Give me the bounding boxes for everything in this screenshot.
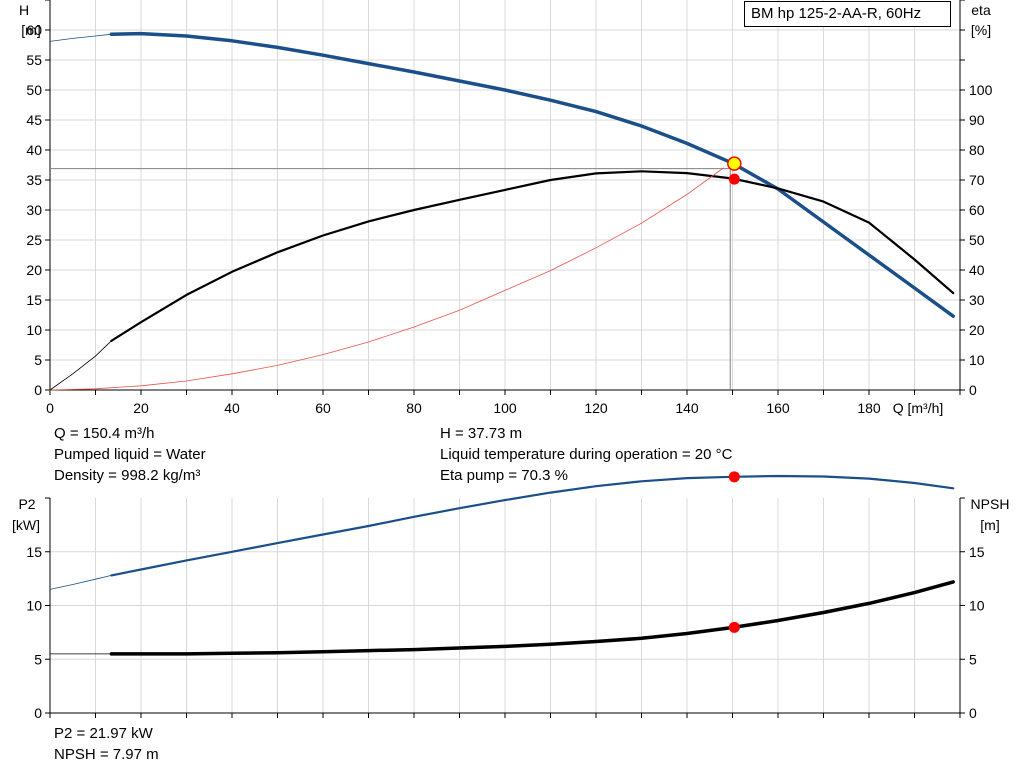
npsh-axis-label: NPSH (971, 496, 1010, 512)
bottom-chart-npsh-curve (109, 580, 955, 656)
top-chart-left-tick-label: 5 (34, 352, 42, 368)
top-chart-right-tick-label: 60 (969, 202, 985, 218)
top-chart-right-tick-label: 20 (969, 322, 985, 338)
top-chart-left-tick-label: 50 (26, 82, 42, 98)
top-chart-grid (50, 0, 960, 390)
pumped-liquid-value: Pumped liquid = Water (54, 446, 206, 463)
p2-value: P2 = 21.97 kW (54, 725, 153, 742)
top-chart-x-tick-label: 60 (315, 400, 331, 416)
top-chart-left-tick-label: 30 (26, 202, 42, 218)
top-chart-right-tick-label: 40 (969, 262, 985, 278)
top-chart-left-tick-label: 35 (26, 172, 42, 188)
top-chart-eta-extension-line (49, 340, 112, 391)
top-chart-x-tick-label: 140 (675, 400, 699, 416)
p2-operating-point-marker (728, 471, 740, 483)
top-chart-x-tick-label: 160 (766, 400, 790, 416)
top-chart-right-tick-label: 10 (969, 352, 985, 368)
top-chart-x-tick-label: 20 (133, 400, 149, 416)
top-chart-left-tick-label: 45 (26, 112, 42, 128)
top-chart-right-tick-label: 50 (969, 232, 985, 248)
eta-axis-unit: [%] (971, 22, 991, 38)
bottom-chart-ticks: 0 5 10 15 0 5 10 15 (26, 497, 985, 721)
top-chart-x-tick-label: 0 (46, 400, 54, 416)
top-chart-left-tick-label: 20 (26, 262, 42, 278)
top-chart-ticks: 0 5 10 15 20 25 30 35 40 45 50 55 60 0 10 20 30 40 50 60 70 8… (26, 0, 993, 416)
top-chart-left-tick-label: 15 (26, 292, 42, 308)
top-chart-h-curve (109, 31, 955, 318)
top-chart-x-tick-label: 80 (406, 400, 422, 416)
q-axis-label: Q [m³/h] (893, 400, 944, 416)
bottom-chart-right-tick-label: 15 (969, 544, 985, 560)
head-operating-point-marker (727, 156, 742, 171)
bottom-chart-right-tick-label: 5 (969, 651, 977, 667)
top-chart-left-tick-label: 10 (26, 322, 42, 338)
bottom-chart-left-tick-label: 0 (34, 705, 42, 721)
top-chart-left-tick-label: 0 (34, 382, 42, 398)
npsh-value: NPSH = 7.97 m (54, 746, 159, 763)
liquid-temperature-value: Liquid temperature during operation = 20… (440, 446, 733, 463)
top-chart-system-curve-curve (49, 167, 724, 391)
pump-model-label: BM hp 125-2-AA-R, 60Hz (744, 1, 951, 27)
top-chart-x-tick-label: 40 (224, 400, 240, 416)
bottom-chart-curves (49, 471, 955, 656)
top-chart-x-tick-label: 180 (857, 400, 881, 416)
eta-pump-value: Eta pump = 70.3 % (440, 467, 568, 484)
bottom-chart-right-tick-label: 0 (969, 705, 977, 721)
p2-axis-unit: [kW] (12, 517, 40, 533)
npsh-axis-unit: [m] (980, 517, 999, 533)
top-chart-left-tick-label: 25 (26, 232, 42, 248)
top-chart-right-tick-label: 80 (969, 142, 985, 158)
bottom-chart-left-tick-label: 5 (34, 651, 42, 667)
bottom-chart-p2-curve (110, 474, 955, 577)
top-chart-right-tick-label: 70 (969, 172, 985, 188)
p2-axis-label: P2 (18, 496, 35, 512)
bottom-chart-grid (50, 498, 960, 713)
flow-value: Q = 150.4 m³/h (54, 425, 155, 442)
top-chart-h-extension-line (49, 33, 112, 42)
h-axis-unit: [m] (21, 22, 40, 38)
top-chart-x-tick-label: 100 (493, 400, 517, 416)
top-chart-right-tick-label: 100 (969, 82, 993, 98)
top-chart-left-tick-label: 40 (26, 142, 42, 158)
top-chart-left-tick-label: 60 (26, 22, 42, 38)
top-chart-x-tick-label: 120 (584, 400, 608, 416)
density-value: Density = 998.2 kg/m³ (54, 467, 201, 484)
top-chart-eta-curve (110, 170, 955, 342)
eta-operating-point-marker (728, 173, 740, 185)
bottom-chart-p2-extension-line (49, 575, 112, 590)
top-chart-curves (49, 31, 955, 391)
top-chart-left-tick-label: 55 (26, 52, 42, 68)
h-axis-label: H (19, 2, 29, 18)
eta-axis-label: eta (971, 2, 991, 18)
top-chart-right-tick-label: 30 (969, 292, 985, 308)
head-value: H = 37.73 m (440, 425, 523, 442)
bottom-chart-left-tick-label: 10 (26, 598, 42, 614)
top-chart-right-tick-label: 90 (969, 112, 985, 128)
top-chart-right-tick-label: 0 (969, 382, 977, 398)
bottom-chart-right-tick-label: 10 (969, 598, 985, 614)
npsh-operating-point-marker (728, 621, 740, 633)
bottom-chart-left-tick-label: 15 (26, 544, 42, 560)
